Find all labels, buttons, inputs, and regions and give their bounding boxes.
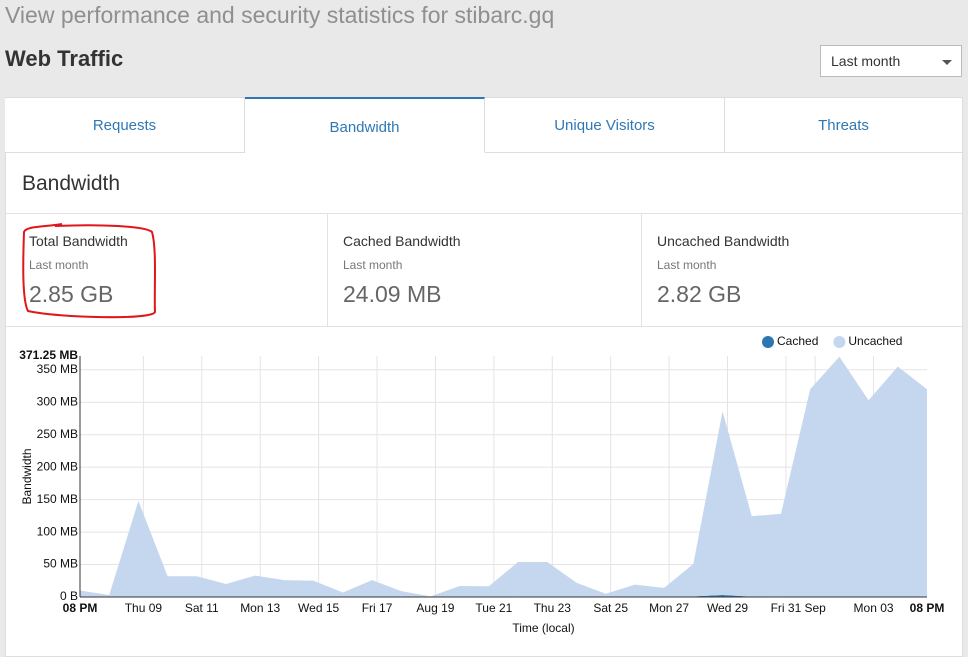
stat-period: Last month <box>29 258 89 272</box>
y-tick-label: 300 MB <box>37 394 78 408</box>
range-dropdown[interactable]: Last month <box>820 45 962 77</box>
tab[interactable]: Threats <box>725 97 963 153</box>
stat-box: Uncached Bandwidth Last month 2.82 GB <box>642 214 962 326</box>
y-tick-label: 150 MB <box>37 492 78 506</box>
y-tick-label: 350 MB <box>37 362 78 376</box>
legend-label: Uncached <box>848 334 902 348</box>
y-tick-label: 250 MB <box>37 427 78 441</box>
y-tick-label: 50 MB <box>43 557 78 571</box>
x-tick-label: Fri 31 <box>771 601 802 615</box>
x-tick-label: 08 PM <box>910 601 945 615</box>
divider <box>6 213 962 214</box>
legend-swatch <box>833 336 846 348</box>
x-tick-label: 08 PM <box>63 601 98 615</box>
x-axis-title: Time (local) <box>512 621 574 635</box>
stat-box: Total Bandwidth Last month 2.85 GB <box>6 214 328 326</box>
y-tick-label: 200 MB <box>37 459 78 473</box>
stat-title: Cached Bandwidth <box>343 233 461 249</box>
x-tick-label: Thu 09 <box>125 601 163 615</box>
tab[interactable]: Bandwidth <box>245 97 485 153</box>
x-tick-label: Sep <box>804 601 826 615</box>
section-title: Bandwidth <box>22 172 121 195</box>
x-tick-label: Wed 29 <box>707 601 748 615</box>
legend-swatch <box>762 336 774 348</box>
stat-period: Last month <box>343 258 403 272</box>
y-axis-title: Bandwidth <box>20 448 34 504</box>
x-tick-label: Mon 03 <box>854 601 894 615</box>
caret <box>942 60 952 65</box>
page-title: Web Traffic <box>5 46 124 71</box>
stat-title: Uncached Bandwidth <box>657 233 790 249</box>
x-tick-label: Mon 27 <box>649 601 689 615</box>
x-tick-label: Aug 19 <box>416 601 454 615</box>
x-tick-label: Sat 11 <box>185 601 219 615</box>
stat-value: 2.85 GB <box>29 281 114 307</box>
y-tick-label: 0 B <box>60 589 78 603</box>
area <box>80 356 927 597</box>
page-subtitle: View performance and security statistics… <box>5 2 555 28</box>
range-value: Last month <box>831 53 901 69</box>
legend-label: Cached <box>777 334 818 348</box>
x-tick-label: Wed 15 <box>298 601 339 615</box>
annotation-circle <box>22 223 157 319</box>
y-tick-label: 371.25 MB <box>19 348 78 362</box>
y-tick-label: 100 MB <box>37 524 78 538</box>
stat-value: 2.82 GB <box>657 281 742 307</box>
x-tick-label: Thu 23 <box>534 601 572 615</box>
stat-box: Cached Bandwidth Last month 24.09 MB <box>328 214 642 326</box>
tab[interactable]: Requests <box>5 97 245 153</box>
x-tick-label: Mon 13 <box>240 601 280 615</box>
stat-title: Total Bandwidth <box>29 233 128 249</box>
stat-period: Last month <box>657 258 717 272</box>
x-tick-label: Tue 21 <box>475 601 512 615</box>
x-tick-label: Fri 17 <box>362 601 393 615</box>
tab[interactable]: Unique Visitors <box>485 97 725 153</box>
x-tick-label: Sat 25 <box>593 601 628 615</box>
divider <box>6 326 962 327</box>
stat-value: 24.09 MB <box>343 281 442 307</box>
